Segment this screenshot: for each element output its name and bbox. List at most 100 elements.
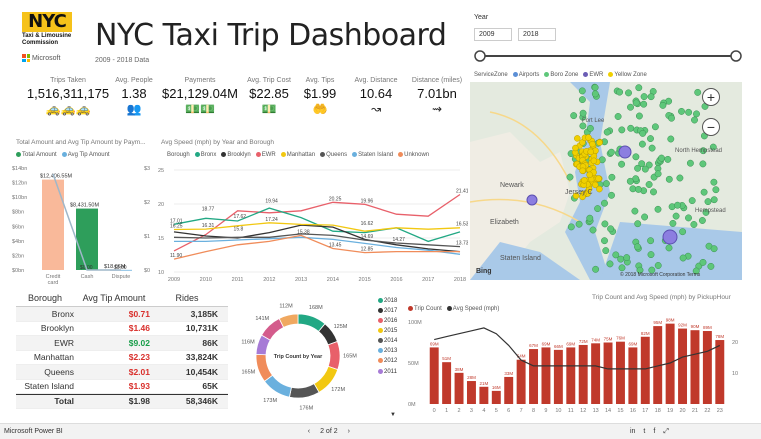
donut-legend-more-icon[interactable]: ▼: [390, 412, 396, 418]
next-page-icon[interactable]: ›: [347, 428, 350, 435]
x-tick-label: 3: [470, 408, 473, 414]
hour-bar: [690, 330, 700, 404]
year-from-input[interactable]: 2009: [474, 28, 512, 41]
year-slider[interactable]: [474, 48, 742, 64]
line-legend-item[interactable]: Brooklyn: [221, 152, 251, 158]
table-row[interactable]: Bronx $0.71 3,185K: [16, 307, 228, 322]
donut-legend-item[interactable]: 2017: [378, 308, 397, 314]
boro-zone-dot: [641, 165, 649, 173]
line-data-label: 15.38: [297, 229, 310, 235]
tip-cell: $9.02: [128, 337, 150, 348]
twitter-icon[interactable]: t: [643, 428, 646, 435]
x-tick-label: 2012: [263, 277, 275, 283]
bar-label: 33M: [504, 371, 513, 376]
boro-zone-dot: [612, 251, 620, 259]
combo-legend-item[interactable]: Trip Count: [408, 306, 442, 312]
boro-zone-dot: [648, 266, 656, 274]
slider-handle-left: [474, 50, 486, 62]
boro-zone-dot: [669, 219, 677, 227]
line-legend-item[interactable]: Unknown: [398, 152, 429, 158]
taxi-icon: 🚕🚕🚕: [45, 102, 91, 116]
kpi-0: Trips Taken 1,516,311,175 🚕🚕🚕: [20, 77, 116, 116]
boro-zone-dot: [667, 135, 675, 143]
map-legend-item[interactable]: Yellow Zone: [608, 72, 647, 78]
combo-legend-item[interactable]: Avg Speed (mph): [446, 306, 499, 312]
boro-zone-dot: [647, 251, 655, 259]
boro-zone-dot: [632, 99, 640, 107]
zoom-out-button[interactable]: −: [702, 118, 720, 136]
line-legend-item[interactable]: Staten Island: [352, 152, 393, 158]
line-legend-item[interactable]: Manhattan: [280, 152, 315, 158]
series-line-manhattan: [173, 222, 461, 232]
bar: [76, 208, 98, 270]
boro-zone-dot: [707, 262, 715, 270]
linkedin-icon[interactable]: in: [629, 428, 636, 435]
boro-zone-dot: [651, 123, 659, 131]
fullscreen-icon[interactable]: ⤢: [663, 427, 669, 435]
airport-dot-ewr: [526, 194, 538, 206]
donut-slice: [327, 340, 341, 371]
boro-zone-dot: [678, 107, 685, 115]
slider-handle-right: [730, 50, 742, 62]
line-legend-item[interactable]: Queens: [320, 152, 347, 158]
tip-cell: $1.93: [128, 381, 150, 392]
line-legend-item[interactable]: Borough: [161, 152, 190, 158]
boro-zone-dot: [634, 164, 642, 172]
facebook-icon[interactable]: f: [653, 428, 656, 435]
line-data-label: 12.85: [361, 247, 374, 253]
x-tick-label: 18: [655, 408, 661, 414]
map-legend-item[interactable]: Airports: [512, 72, 539, 78]
bar-legend-item[interactable]: Avg Tip Amount: [61, 152, 110, 158]
donut-legend-item[interactable]: 2011: [378, 368, 397, 375]
zoom-in-button[interactable]: +: [702, 88, 720, 106]
x-tick-label: 2010: [200, 277, 212, 283]
donut-legend-item[interactable]: 2018: [378, 298, 397, 304]
boro-zone-dot: [679, 254, 687, 262]
boro-zone-dot: [658, 154, 665, 162]
kpi-1: Avg. People 1.38 👥: [108, 77, 160, 116]
line-legend-item[interactable]: EWR: [255, 152, 276, 158]
table-row[interactable]: Staten Island $1.93 65K: [16, 380, 228, 394]
kpi-label: Avg. Tips: [305, 77, 335, 84]
line-data-label: 18.77: [202, 206, 215, 212]
donut-legend: 2018 2017 2016 2015 2014 2013 2012 2011: [378, 298, 397, 379]
bar-legend-item[interactable]: Total Amount: [16, 152, 57, 158]
prev-page-icon[interactable]: ‹: [307, 428, 311, 435]
donut-legend-item[interactable]: 2013: [378, 348, 397, 354]
kpi-value: 10.64: [359, 86, 393, 101]
donut-legend-item[interactable]: 2014: [378, 338, 397, 344]
boro-zone-dot: [592, 265, 600, 273]
x-tick-label: 11: [568, 408, 574, 414]
line-legend-item[interactable]: Bronx: [194, 152, 216, 158]
kpi-value: $21,129.04M: [162, 86, 238, 101]
table-row[interactable]: Manhattan $2.23 33,824K: [16, 351, 228, 365]
line-data-label: 17.24: [265, 217, 278, 223]
y-tick-label: $8bn: [12, 210, 24, 216]
boro-zone-dot: [608, 191, 615, 199]
yellow-zone-dot: [596, 185, 603, 193]
map-legend-item[interactable]: Boro Zone: [544, 72, 578, 78]
donut-label: 172M: [331, 387, 345, 393]
year-to-input[interactable]: 2018: [518, 28, 556, 41]
y-tick-label: $4bn: [12, 239, 24, 245]
line-chart-title: Avg Speed (mph) by Year and Borough: [161, 139, 274, 146]
map-canvas[interactable]: Newark Jersey C Elizabeth Fort Lee State…: [470, 82, 742, 280]
boro-zone-dot: [614, 113, 622, 120]
boro-zone-dot: [638, 160, 646, 168]
legend-dot-icon: [221, 152, 227, 157]
hour-bar: [479, 386, 489, 404]
map-legend-item[interactable]: EWR: [583, 72, 603, 78]
donut-legend-item[interactable]: 2012: [378, 358, 397, 365]
table-row[interactable]: Brooklyn $1.46 10,731K: [16, 322, 228, 336]
donut-slice: [288, 383, 320, 399]
table-row[interactable]: EWR $9.02 86K: [16, 336, 228, 351]
donut-legend-item[interactable]: 2015: [378, 328, 397, 334]
table-row[interactable]: Queens $2.01 10,454K: [16, 365, 228, 380]
donut-legend-item[interactable]: 2016: [378, 318, 397, 324]
boro-zone-dot: [665, 244, 673, 252]
hour-bar: [578, 344, 588, 404]
year-filter-label: Year: [474, 14, 489, 21]
service-zone-map[interactable]: Newark Jersey C Elizabeth Fort Lee State…: [470, 82, 742, 280]
hour-bar: [504, 376, 514, 404]
borough-cell: Brooklyn: [40, 323, 74, 334]
